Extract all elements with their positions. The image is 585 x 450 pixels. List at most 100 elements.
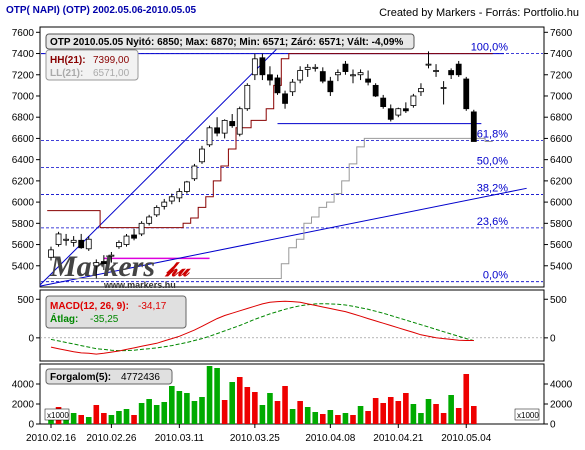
candle-body — [448, 70, 455, 76]
date-tick-label: 2010.02.16 — [26, 433, 76, 444]
volume-info-box: Forgalom(5): 4772436 x1000 x1000 — [44, 368, 539, 421]
date-tick-label: 2010.02.26 — [86, 433, 136, 444]
trend-line — [39, 187, 527, 287]
candle-body — [236, 108, 243, 135]
volume-bar — [320, 414, 326, 424]
markers-watermark: Markers www.markers.hu 𝒽𝓊 — [49, 250, 191, 290]
macd-axis-ticks: 0 0 500 500 — [17, 295, 567, 345]
volume-bar — [327, 410, 334, 424]
watermark-mark: 𝒽𝓊 — [164, 259, 191, 281]
price-candles — [48, 51, 477, 279]
ll21-line — [47, 137, 493, 279]
candle-body — [78, 239, 85, 249]
volume-bar — [184, 393, 190, 424]
credit-text: Created by Markers - Forrás: Portfolio.h… — [379, 7, 579, 19]
macd-tick-label-right: 500 — [550, 295, 567, 306]
price-axis-ticks: 5400 5400 5600 5600 5800 5800 6000 6000 6200 6200… — [12, 28, 573, 272]
volume-bar — [93, 405, 100, 424]
candle-body — [304, 66, 311, 70]
volume-bar — [108, 415, 115, 424]
candle-body — [327, 80, 334, 93]
volume-bar — [191, 401, 198, 424]
fib-label: 50,0% — [477, 156, 508, 168]
fib-label: 38,2% — [477, 183, 508, 195]
volume-bar — [236, 377, 243, 424]
candle-body — [395, 108, 402, 116]
volume-bar — [304, 407, 311, 424]
candle-body — [274, 77, 281, 94]
volume-tick-label-right: 4000 — [550, 380, 573, 391]
volume-bar — [387, 397, 394, 424]
volume-tick-label-right: 2000 — [550, 400, 573, 411]
price-tick-label-right: 7600 — [550, 28, 573, 39]
fib-label: 0,0% — [483, 270, 508, 282]
volume-bar — [282, 386, 288, 424]
volume-bar — [289, 409, 296, 424]
volume-bar — [312, 412, 319, 424]
price-tick-label-left: 7200 — [12, 70, 35, 81]
volume-bar — [70, 413, 77, 424]
price-tick-label-left: 5400 — [12, 261, 35, 272]
candle-body — [387, 108, 394, 120]
hh-label: HH(21): — [50, 55, 86, 66]
fib-label: 61,8% — [477, 129, 508, 141]
candle-body — [425, 63, 432, 66]
volume-scale-left — [44, 408, 70, 421]
volume-bar — [418, 413, 424, 424]
candle-body — [116, 242, 122, 248]
volume-bar — [153, 405, 160, 424]
candle-body — [138, 222, 145, 235]
macd-signal-line — [50, 303, 474, 352]
volume-bar — [116, 411, 122, 424]
volume-bar — [161, 402, 168, 424]
volume-bar — [463, 374, 470, 424]
price-tick-label-right: 6200 — [550, 176, 573, 187]
price-tick-label-right: 6400 — [550, 155, 573, 166]
volume-bar — [138, 403, 145, 424]
fib-label: 23,6% — [477, 216, 508, 228]
volume-value: 4772436 — [121, 372, 160, 383]
candle-body — [221, 119, 228, 134]
volume-bar — [455, 408, 462, 424]
volume-bar — [214, 368, 220, 424]
price-box-line: OTP 2010.05.05 Nyitó: 6850; Max: 6870; M… — [50, 37, 403, 48]
price-tick-label-right: 6800 — [550, 113, 573, 124]
volume-bar — [440, 413, 447, 424]
price-tick-label-left: 6800 — [12, 113, 35, 124]
price-tick-label-left: 6600 — [12, 134, 35, 145]
candle-body — [229, 121, 236, 127]
volume-bar — [425, 399, 432, 424]
candle-body — [433, 70, 439, 72]
candle-body — [108, 254, 115, 257]
price-tick-label-right: 6000 — [550, 198, 573, 209]
candle-body — [372, 84, 379, 97]
volume-bar — [395, 401, 402, 424]
volume-bar — [229, 382, 235, 424]
volume-tick-label-left: 0 — [28, 420, 34, 431]
watermark-brand: Markers — [49, 250, 155, 283]
volume-bar — [357, 406, 364, 424]
volume-bar — [146, 399, 152, 424]
volume-tick-label-left: 4000 — [12, 380, 35, 391]
signal-label: Átlag: — [50, 312, 78, 325]
candle-body — [55, 233, 62, 245]
volume-label: Forgalom(5): — [50, 372, 111, 383]
macd-box — [45, 295, 187, 329]
volume-bar — [169, 386, 175, 424]
candle-body — [319, 71, 326, 82]
volume-bar — [176, 391, 183, 424]
volume-bar — [410, 404, 417, 424]
volume-bar — [244, 387, 251, 424]
candle-body — [463, 78, 470, 110]
candle-body — [440, 87, 447, 89]
volume-bar — [78, 415, 84, 424]
volume-bar — [252, 392, 258, 424]
volume-bar — [448, 395, 454, 424]
price-tick-label-left: 5800 — [12, 219, 35, 230]
volume-bar — [350, 415, 356, 424]
watermark-url: www.markers.hu — [103, 280, 176, 290]
macd-tick-label-left: 500 — [17, 295, 34, 306]
volume-tick-label-right: 0 — [550, 420, 556, 431]
volume-bar — [267, 393, 273, 424]
price-tick-label-right: 5600 — [550, 240, 573, 251]
